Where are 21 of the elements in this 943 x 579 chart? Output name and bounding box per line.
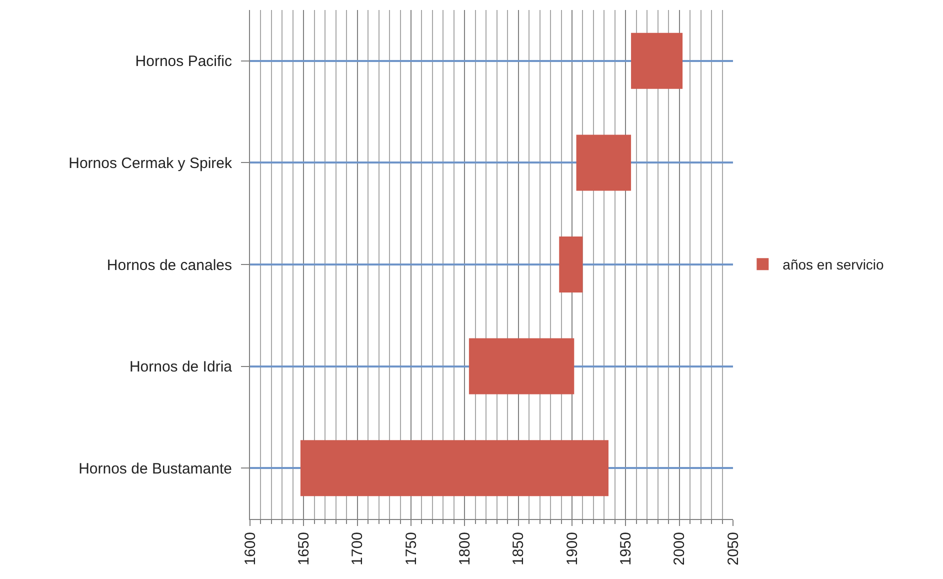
y-tick-label: Hornos Pacific: [135, 53, 232, 70]
x-tick-label: 1950: [618, 532, 635, 566]
x-tick-label: 1800: [456, 532, 474, 566]
x-tick-label: 1750: [402, 532, 420, 566]
x-tick-label: 1650: [296, 532, 313, 566]
y-tick-label: Hornos de Idria: [129, 358, 233, 376]
x-tick-label: 1600: [242, 532, 259, 566]
bar: [468, 338, 574, 394]
x-tick-label: 1700: [349, 532, 366, 566]
bar: [559, 236, 583, 292]
bar: [300, 440, 608, 496]
bar: [576, 134, 632, 191]
x-tick-label: 2000: [671, 532, 688, 566]
bar: [631, 32, 683, 89]
y-tick-label: Hornos de canales: [106, 256, 232, 274]
y-tick-label: Hornos de Bustamante: [78, 460, 232, 478]
y-tick-label: Hornos Cermak y Spirek: [68, 154, 232, 172]
x-tick-label: 1850: [510, 532, 528, 566]
legend-label: años en servicio: [782, 256, 884, 273]
x-tick-label: 1900: [564, 532, 581, 566]
x-tick-label: 2050: [724, 532, 742, 566]
